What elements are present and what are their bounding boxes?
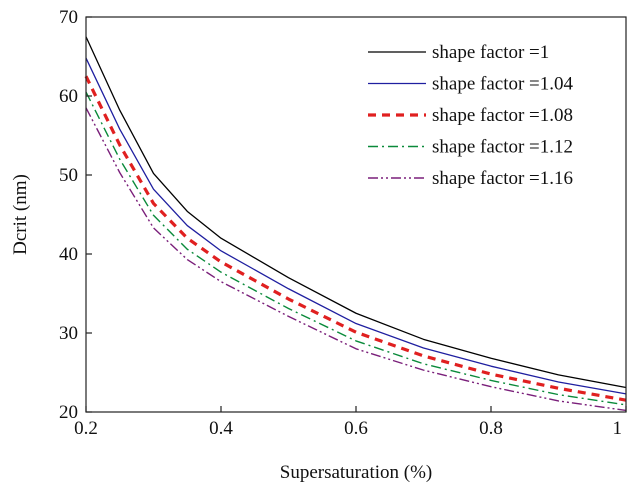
series-line-5 <box>85 107 627 412</box>
legend-label-2: shape factor =1.04 <box>432 74 574 95</box>
series-layer <box>84 36 627 412</box>
y-axis-ticks: 20 30 40 50 60 70 <box>59 7 92 423</box>
y-tick-label: 70 <box>59 7 78 28</box>
y-tick-label: 30 <box>59 323 78 344</box>
x-tick-label: 0.2 <box>74 418 98 439</box>
y-tick-label: 40 <box>59 244 78 265</box>
legend-label-4: shape factor =1.12 <box>432 137 573 158</box>
legend-label-5: shape factor =1.16 <box>432 168 573 189</box>
x-tick-label: 0.4 <box>209 418 233 439</box>
series-line-4 <box>85 91 627 406</box>
series-line-3 <box>84 75 627 402</box>
y-tick-label: 50 <box>59 165 78 186</box>
x-tick-label: 1 <box>613 418 623 439</box>
x-axis-title: Supersaturation (%) <box>280 462 432 483</box>
series-line-1 <box>85 36 627 389</box>
y-tick-label: 60 <box>59 86 78 107</box>
x-axis-ticks: 0.2 0.4 0.6 0.8 1 <box>74 406 627 439</box>
legend-label-3: shape factor =1.08 <box>432 105 573 126</box>
x-tick-label: 0.6 <box>344 418 368 439</box>
series-line-2 <box>85 57 627 395</box>
x-tick-label: 0.8 <box>479 418 503 439</box>
legend: shape factor =1 shape factor =1.04 shape f… <box>368 42 574 189</box>
y-tick-label: 20 <box>59 402 78 423</box>
legend-label-1: shape factor =1 <box>432 42 549 63</box>
y-axis-title: Dcrit (nm) <box>10 174 31 255</box>
